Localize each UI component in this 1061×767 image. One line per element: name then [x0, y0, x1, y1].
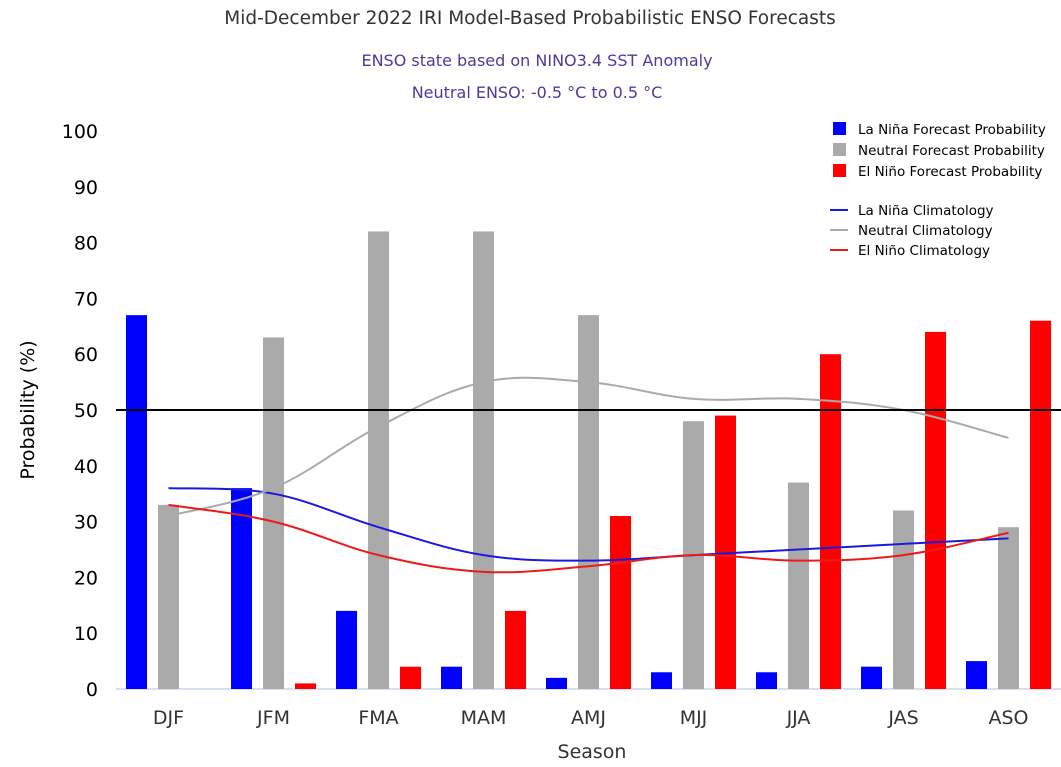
chart-legend: La Niña Forecast Probability Neutral Fore…: [830, 122, 1046, 259]
x-tick-label: ASO: [988, 707, 1028, 729]
bar-neutral: [158, 504, 179, 689]
y-tick-label: 20: [74, 567, 98, 589]
x-tick-label: FMA: [358, 707, 398, 729]
bar-la-nina: [336, 610, 357, 689]
climatology-lines: [168, 376, 1009, 574]
y-tick-label: 40: [74, 456, 98, 478]
bar-el-nino: [295, 683, 316, 689]
bar-neutral: [368, 231, 389, 689]
x-axis-label: Season: [558, 741, 627, 763]
legend-swatch-neutral: [833, 143, 846, 156]
legend-label: Neutral Climatology: [858, 223, 993, 239]
neutral-climatology-line: [168, 376, 1009, 517]
chart-subtitle-line-2: Neutral ENSO: -0.5 °C to 0.5 °C: [412, 83, 663, 102]
y-tick-label: 60: [74, 344, 98, 366]
legend-label: El Niño Forecast Probability: [858, 164, 1042, 180]
bar-neutral: [788, 482, 809, 689]
bar-neutral: [578, 315, 599, 689]
la-nina-climatology-line: [168, 487, 1009, 562]
bar-el-nino: [715, 415, 736, 689]
bar-la-nina: [861, 666, 882, 689]
y-axis-label: Probability (%): [17, 340, 39, 479]
bar-el-nino: [1030, 320, 1051, 689]
x-tick-label: AMJ: [571, 707, 606, 729]
chart-title: Mid-December 2022 IRI Model-Based Probab…: [224, 8, 836, 29]
y-tick-label: 50: [74, 400, 98, 422]
y-tick-label: 70: [74, 288, 98, 310]
bar-la-nina: [651, 672, 672, 689]
legend-label: Neutral Forecast Probability: [858, 143, 1045, 159]
bar-la-nina: [231, 488, 252, 689]
bar-la-nina: [441, 666, 462, 689]
bar-el-nino: [400, 666, 421, 689]
y-tick-label: 100: [62, 121, 98, 143]
bar-neutral: [473, 231, 494, 689]
bar-la-nina: [966, 661, 987, 689]
legend-label: La Niña Forecast Probability: [858, 122, 1046, 138]
chart-subtitle-line-1: ENSO state based on NINO3.4 SST Anomaly: [361, 51, 712, 70]
x-tick-label: MJJ: [680, 707, 708, 729]
y-tick-label: 0: [86, 679, 98, 701]
x-tick-label: DJF: [153, 707, 184, 729]
x-tick-label: MAM: [461, 707, 507, 729]
forecast-bars: [126, 231, 1051, 689]
legend-swatch-el-nino: [833, 164, 846, 177]
bar-el-nino: [610, 516, 631, 689]
bar-el-nino: [505, 610, 526, 689]
legend-label: La Niña Climatology: [858, 203, 994, 219]
y-axis-ticks: 0 10 20 30 40 50 60 70 80 90 100: [62, 121, 98, 701]
el-nino-climatology-line: [168, 503, 1009, 574]
y-tick-label: 10: [74, 623, 98, 645]
y-tick-label: 80: [74, 233, 98, 255]
y-tick-label: 30: [74, 512, 98, 534]
x-tick-label: JFM: [256, 707, 290, 729]
y-tick-label: 90: [74, 177, 98, 199]
bar-el-nino: [925, 331, 946, 689]
bar-neutral: [998, 527, 1019, 689]
x-tick-label: JAS: [887, 707, 918, 729]
bar-neutral: [893, 510, 914, 689]
bar-neutral: [263, 337, 284, 689]
bar-la-nina: [546, 677, 567, 689]
legend-swatch-la-nina: [833, 122, 846, 135]
bar-la-nina: [126, 315, 147, 689]
bar-la-nina: [756, 672, 777, 689]
legend-label: El Niño Climatology: [858, 243, 990, 259]
x-axis-ticks: DJF JFM FMA MAM AMJ MJJ JJA JAS ASO: [116, 688, 1061, 729]
bar-el-nino: [820, 354, 841, 689]
x-tick-label: JJA: [786, 707, 811, 729]
